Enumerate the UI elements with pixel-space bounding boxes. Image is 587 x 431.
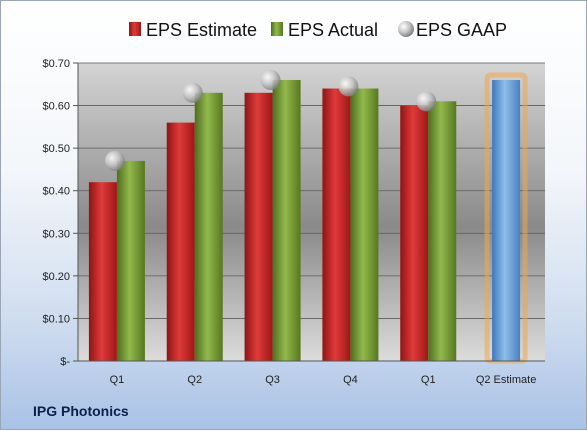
bar-eps-actual xyxy=(116,160,145,361)
gridlines xyxy=(78,62,545,362)
legend-label: EPS GAAP xyxy=(416,20,507,40)
y-tick-label: $0.20 xyxy=(42,271,70,283)
legend-label: EPS Actual xyxy=(288,20,378,40)
x-tick-label: Q2 xyxy=(187,374,202,386)
point-eps-gaap xyxy=(416,91,437,112)
bar-eps-estimate xyxy=(400,105,429,361)
bar-eps-actual xyxy=(272,80,301,362)
x-tick-label: Q1 xyxy=(421,374,436,386)
point-eps-gaap xyxy=(260,70,281,91)
x-tick-label: Q1 xyxy=(110,374,125,386)
y-tick-label: $0.60 xyxy=(42,101,70,113)
point-eps-gaap xyxy=(338,76,359,97)
y-tick-label: $0.50 xyxy=(42,143,70,155)
legend-swatch xyxy=(129,22,141,36)
bar-eps-actual xyxy=(428,101,457,362)
x-tick-label: Q3 xyxy=(265,374,280,386)
y-tick-label: $0.40 xyxy=(42,186,70,198)
legend-swatch xyxy=(398,21,414,37)
plot-area xyxy=(78,63,545,361)
y-tick-label: $0.10 xyxy=(42,313,70,325)
bar-eps-estimate xyxy=(88,182,117,361)
bar-eps-estimate xyxy=(322,88,351,362)
point-eps-gaap xyxy=(104,150,125,171)
bar-eps-actual xyxy=(194,92,223,362)
legend-label: EPS Estimate xyxy=(146,20,257,40)
x-tick-label: Q4 xyxy=(343,374,358,386)
x-tick-label: Q2 Estimate xyxy=(476,374,537,386)
point-eps-gaap xyxy=(182,82,203,103)
bar-eps-actual xyxy=(350,88,379,362)
y-tick-label: $- xyxy=(60,356,70,368)
y-axis: $- $0.10 $0.20 $0.30 $0.40 $0.50 $0.60 $0.70 xyxy=(42,58,79,368)
legend: EPS Estimate EPS Actual EPS GAAP xyxy=(129,20,507,40)
y-tick-label: $0.30 xyxy=(42,228,70,240)
bar-eps-estimate xyxy=(244,92,273,362)
bars xyxy=(88,70,528,364)
bar-eps-forecast xyxy=(492,80,521,362)
bar-eps-estimate xyxy=(166,122,195,361)
legend-swatch xyxy=(271,22,283,36)
x-axis: Q1 Q2 Q3 Q4 Q1 Q2 Estimate xyxy=(78,360,545,386)
y-tick-label: $0.70 xyxy=(42,58,70,70)
company-name: IPG Photonics xyxy=(33,403,129,419)
